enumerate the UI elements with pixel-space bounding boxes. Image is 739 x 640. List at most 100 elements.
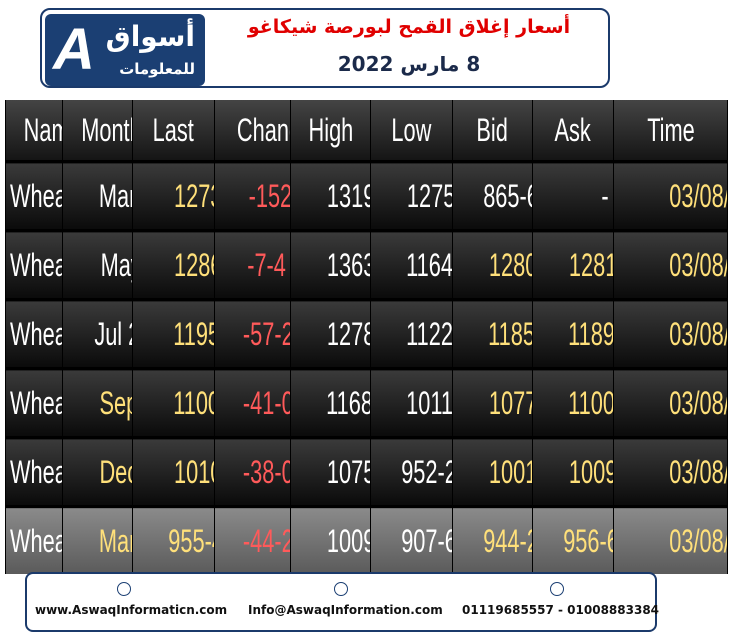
table-cell: 03/08/2022 [613, 436, 728, 507]
table-cell-text: 03/08/2022 [669, 522, 726, 559]
column-header-text: High [308, 111, 353, 148]
table-cell-text: -38-0 [242, 453, 291, 490]
table-cell: 1010-6s [132, 436, 215, 507]
table-cell-text: 1273-0s [174, 177, 213, 214]
logo: A أسواق للمعلومات [45, 14, 205, 86]
table-cell: 955-4s [132, 505, 215, 574]
column-header: Change [214, 100, 291, 162]
title: أسعار إغلاق القمح لبورصة شيكاغو [247, 16, 571, 38]
table-cell-text: 1011-6 [406, 384, 453, 421]
table-cell-text: 944-2 [483, 522, 531, 559]
table-cell-text: 1189-4 [568, 315, 612, 352]
table-cell-text: 1319-2 [326, 177, 370, 214]
table-cell-text: 1363-4 [326, 246, 370, 283]
table-cell: 1077-2 [452, 367, 533, 438]
table-cell-text: 956-6 [563, 522, 614, 559]
table-cell: Wheat [5, 505, 63, 574]
table-cell-text: 03/08/2022 [669, 453, 726, 490]
table-cell-text: -41-0 [242, 384, 291, 421]
table-cell-text: 03/08/2022 [669, 384, 726, 421]
logo-title: أسواق [105, 20, 195, 53]
column-header-text: Ask [554, 111, 592, 148]
table-cell-text: Wheat [10, 453, 62, 490]
footer-box [25, 572, 657, 632]
table-row: Wheat May 22 1286-4s -7-4 1363-4 1164-0 1280-4… [5, 229, 728, 300]
column-header: High [290, 100, 371, 162]
table-cell-text: Dec 22 [99, 453, 131, 490]
table-cell-text: May 22 [100, 246, 132, 283]
table-cell-text: 03/08/2022 [669, 177, 726, 214]
table-cell-text: 03/08/2022 [669, 246, 726, 283]
table-cell-text: Wheat [10, 177, 62, 214]
table-cell: 03/08/2022 [613, 367, 728, 438]
table-cell: -152-2 [214, 160, 291, 231]
table-cell: May 22 [62, 229, 133, 300]
table-cell-text: Mar 23 [98, 522, 132, 559]
price-table: Name Month Last Change High Low Bid Ask Time Whe… [5, 100, 728, 574]
column-header-text: Time [646, 111, 695, 148]
table-cell: 952-2 [370, 436, 453, 507]
table-cell: 907-6 [370, 505, 453, 574]
table-cell: 1363-4 [290, 229, 371, 300]
column-header: Ask [532, 100, 614, 162]
table-cell-text: 1275-4 [406, 177, 452, 214]
date: 8 مارس 2022 [337, 52, 481, 76]
column-header: Time [613, 100, 728, 162]
table-cell-text: -152-2 [248, 177, 290, 214]
table-cell: 1075-0 [290, 436, 371, 507]
email: Info@AswaqInformation.com [248, 603, 443, 617]
table-cell-text: Wheat [10, 384, 62, 421]
table-cell: -7-4 [214, 229, 291, 300]
table-cell-text: 1122-4 [406, 315, 453, 352]
table-cell: 1011-6 [370, 367, 453, 438]
table-cell: 03/08/2022 [613, 505, 728, 574]
table-cell: Dec 22 [62, 436, 133, 507]
column-header: Low [370, 100, 453, 162]
table-cell-text: - [601, 177, 609, 214]
column-header-text: Last [152, 111, 195, 148]
column-header-text: Bid [476, 111, 509, 148]
table-cell: 1164-0 [370, 229, 453, 300]
table-cell: Wheat [5, 298, 63, 369]
column-header: Month [62, 100, 133, 162]
table-cell: - [532, 160, 614, 231]
column-header-text: Change [236, 111, 290, 148]
table-cell: Jul 22 [62, 298, 133, 369]
table-cell: Mar 22 [62, 160, 133, 231]
table-cell: 956-6 [532, 505, 614, 574]
table-cell-text: 955-4s [168, 522, 213, 559]
table-cell-text: 1185-0 [488, 315, 531, 352]
table-cell: 1286-4s [132, 229, 215, 300]
mail-icon [334, 582, 348, 596]
table-cell-text: 907-6 [401, 522, 453, 559]
column-header-text: Month [81, 111, 131, 148]
table-cell-text: 03/08/2022 [669, 315, 726, 352]
table-row: Wheat Mar 22 1273-0s -152-2 1319-2 1275-4 865-… [5, 160, 728, 231]
table-cell: -44-2 [214, 505, 291, 574]
table-cell-text: Wheat [10, 246, 62, 283]
table-row: Wheat Dec 22 1010-6s -38-0 1075-0 952-2 1001-6… [5, 436, 728, 507]
table-cell-text: 1077-2 [488, 384, 532, 421]
table-cell: Wheat [5, 160, 63, 231]
column-header-text: Low [391, 111, 432, 148]
table-cell: -38-0 [214, 436, 291, 507]
phones: 01119685557 - 01008883384 [462, 603, 660, 617]
web-icon [117, 582, 131, 596]
column-header: Last [132, 100, 215, 162]
table-cell: 03/08/2022 [613, 160, 728, 231]
